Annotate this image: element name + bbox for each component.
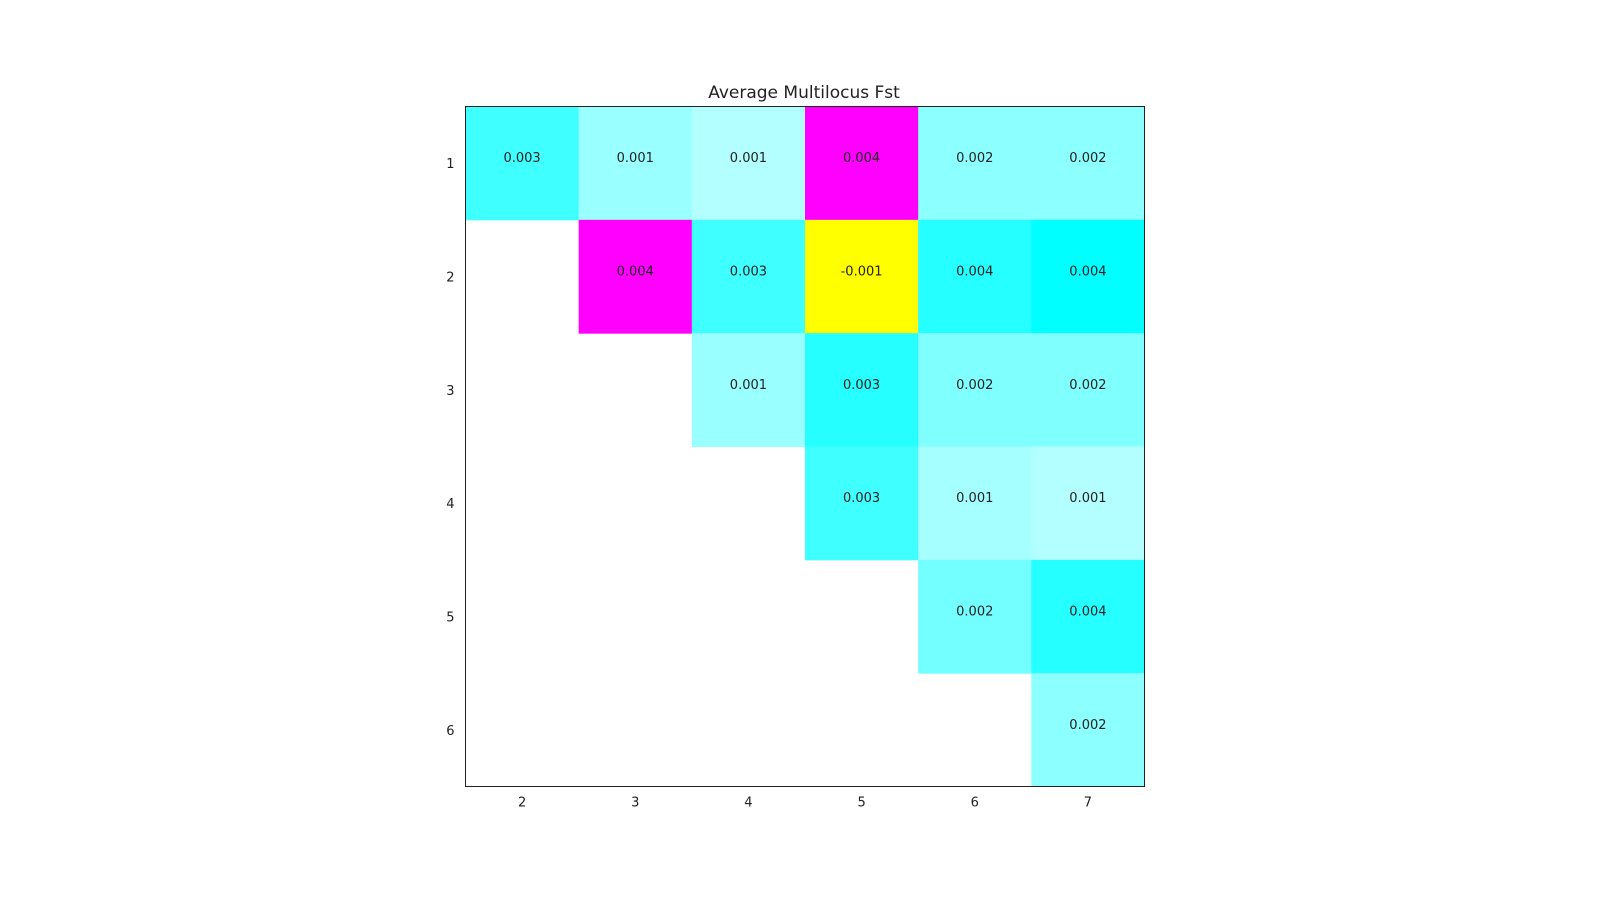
cell-value-label: 0.001	[956, 491, 993, 506]
cell-value-label: 0.002	[1069, 378, 1106, 393]
y-tick-label: 5	[446, 611, 454, 626]
cell-value-label: 0.004	[1069, 605, 1106, 620]
heatmap-cell	[918, 446, 1032, 561]
heatmap-cells: 0.003 0.001 0.001 0.004 0.002 0.002 0.004 0.003…	[465, 106, 1145, 787]
y-tick-label: 2	[446, 271, 454, 286]
heatmap-cell	[1031, 673, 1145, 787]
x-tick-label: 3	[631, 796, 639, 811]
x-tick-label: 2	[518, 796, 526, 811]
y-tick-label: 6	[446, 724, 454, 739]
cell-value-label: -0.001	[841, 265, 883, 280]
cell-value-label: 0.002	[1069, 151, 1106, 166]
heatmap-cell	[691, 333, 806, 447]
chart-title: Average Multilocus Fst	[708, 83, 900, 103]
cell-value-label: 0.001	[730, 378, 767, 393]
cell-value-label: 0.004	[843, 151, 880, 166]
cell-value-label: 0.004	[956, 265, 993, 280]
cell-value-label: 0.003	[843, 378, 880, 393]
heatmap-cell	[805, 446, 919, 561]
heatmap-cell	[691, 106, 806, 221]
heatmap-cell	[691, 219, 806, 334]
heatmap-cell	[918, 333, 1032, 447]
heatmap-cell	[465, 106, 580, 221]
cell-value-label: 0.001	[617, 151, 654, 166]
heatmap-cell	[805, 333, 919, 447]
heatmap-cell	[1031, 559, 1145, 674]
cell-value-label: 0.004	[1069, 265, 1106, 280]
x-tick-label: 7	[1084, 796, 1092, 811]
x-tick-label: 4	[744, 796, 752, 811]
heatmap-cell	[1031, 106, 1145, 221]
cell-value-label: 0.003	[503, 151, 540, 166]
y-tick-label: 4	[446, 497, 454, 512]
heatmap-cell	[918, 219, 1032, 334]
cell-value-label: 0.003	[843, 491, 880, 506]
plot-frame	[465, 106, 1145, 787]
cell-value-label: 0.002	[956, 378, 993, 393]
cell-value-label: 0.002	[956, 605, 993, 620]
axis-ticks: 2 3 4 5 6 7 1 2 3 4 5 6	[446, 157, 1092, 810]
heatmap-cell	[918, 559, 1032, 674]
cell-value-label: 0.002	[1069, 718, 1106, 733]
heatmap-cell	[805, 219, 919, 334]
cell-value-label: 0.004	[617, 265, 654, 280]
heatmap-cell	[1031, 219, 1145, 334]
cell-value-label: 0.002	[956, 151, 993, 166]
heatmap-cell	[578, 106, 693, 221]
heatmap-cell	[805, 106, 919, 221]
y-tick-label: 3	[446, 384, 454, 399]
cell-value-label: 0.003	[730, 265, 767, 280]
heatmap-cell	[918, 106, 1032, 221]
heatmap-cell	[578, 219, 693, 334]
cell-value-label: 0.001	[1069, 491, 1106, 506]
heatmap-cell	[1031, 333, 1145, 447]
cell-value-label: 0.001	[730, 151, 767, 166]
y-tick-label: 1	[446, 157, 454, 172]
x-tick-label: 6	[971, 796, 979, 811]
x-tick-label: 5	[857, 796, 865, 811]
heatmap-cell	[1031, 446, 1145, 561]
